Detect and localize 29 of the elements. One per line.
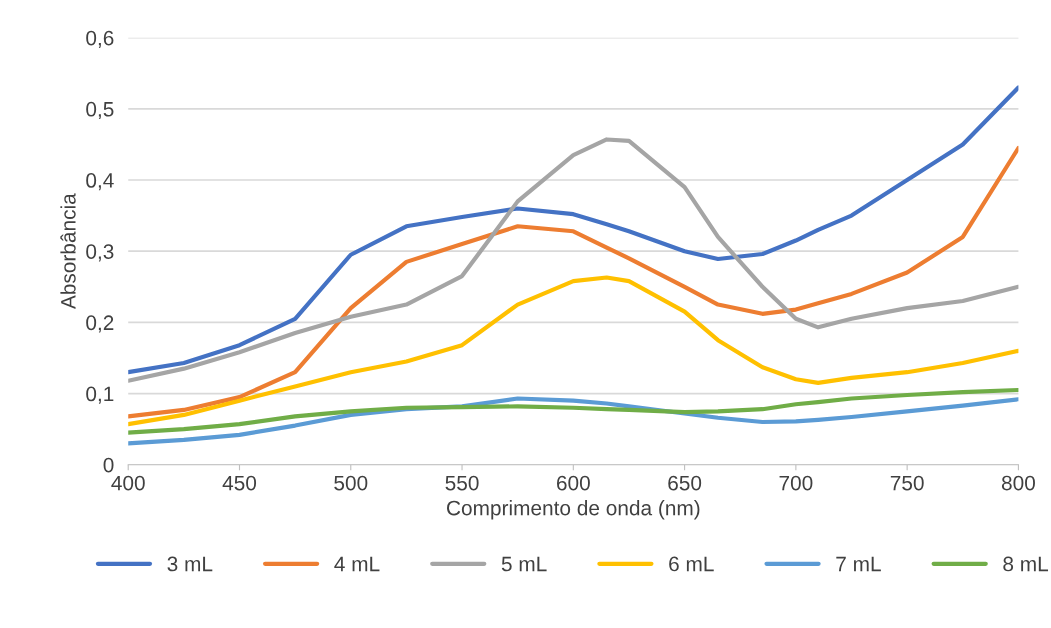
x-tick-label: 500 [334, 475, 368, 491]
x-tick-label: 550 [445, 475, 479, 491]
y-tick-label: 0,2 [86, 315, 114, 333]
legend-label: 5 mL [501, 556, 547, 572]
x-tick-label: 400 [111, 475, 145, 491]
line-series [128, 85, 1019, 375]
legend-label: 4 mL [334, 556, 380, 572]
y-tick-label: 0,5 [86, 101, 114, 120]
x-tick-label: 650 [668, 475, 702, 491]
line-series [128, 145, 1019, 419]
x-tick-label: 450 [222, 475, 257, 491]
y-tick-label: 0,3 [86, 244, 114, 262]
x-tick-label: 600 [557, 475, 590, 491]
y-tick-label: 0 [103, 457, 114, 473]
x-axis-title: Comprimento de onda (nm) [447, 500, 700, 520]
line-series [128, 387, 1019, 435]
line-series [128, 137, 1019, 383]
y-tick-label: 0,4 [86, 173, 114, 191]
y-tick-label: 0,1 [86, 386, 114, 404]
legend-label: 3 mL [167, 556, 213, 572]
y-axis-title: Absorbância [60, 193, 76, 310]
legend-label: 6 mL [669, 556, 714, 572]
line-series [128, 275, 1019, 427]
legend-label: 8 mL [1003, 556, 1049, 572]
x-tick-label: 750 [890, 475, 924, 491]
x-tick-label: 700 [779, 475, 813, 491]
legend-label: 7 mL [836, 556, 881, 572]
y-tick-label: 0,6 [86, 30, 114, 48]
x-tick-label: 800 [1001, 475, 1035, 491]
